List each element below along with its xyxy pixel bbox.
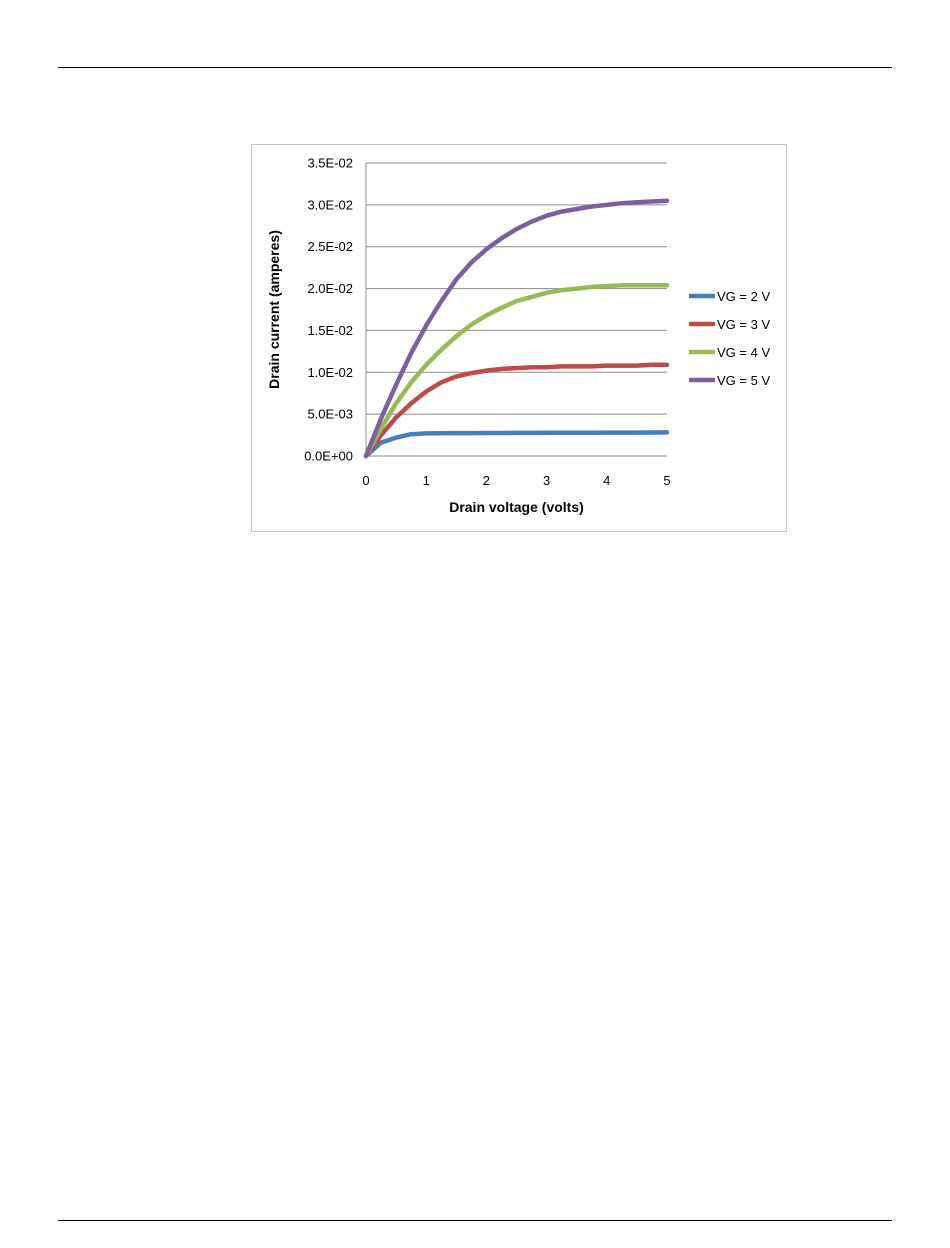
y-tick-label: 2.0E-02 — [307, 281, 353, 296]
legend-label: VG = 2 V — [717, 289, 770, 304]
header-rule — [58, 67, 892, 68]
series-line — [363, 282, 670, 459]
series-line — [363, 362, 670, 459]
y-axis-title: Drain current (amperes) — [266, 230, 282, 389]
x-tick-label: 1 — [423, 473, 430, 488]
legend: VG = 2 V VG = 3 V VG = 4 V VG = 5 V — [689, 289, 770, 388]
x-axis-title: Drain voltage (volts) — [449, 499, 584, 515]
legend-label: VG = 4 V — [717, 345, 770, 360]
grid-lines — [365, 162, 667, 457]
series-line — [363, 198, 670, 459]
x-tick-label: 3 — [543, 473, 550, 488]
y-tick-label: 1.5E-02 — [307, 323, 353, 338]
y-tick-label: 0.0E+00 — [304, 449, 353, 464]
x-tick-label: 0 — [362, 473, 369, 488]
x-tick-label: 2 — [483, 473, 490, 488]
chart-container: 0.0E+00 5.0E-03 1.0E-02 1.5E-02 2.0E-02 2.5E-… — [251, 144, 787, 532]
series-line — [363, 430, 670, 459]
legend-label: VG = 5 V — [717, 373, 770, 388]
x-tick-label: 4 — [603, 473, 610, 488]
drain-characteristics-chart: 0.0E+00 5.0E-03 1.0E-02 1.5E-02 2.0E-02 2.5E-… — [266, 156, 770, 516]
series-lines — [363, 198, 670, 459]
y-tick-label: 1.0E-02 — [307, 365, 353, 380]
legend-label: VG = 3 V — [717, 317, 770, 332]
y-tick-label: 2.5E-02 — [307, 239, 353, 254]
y-tick-label: 3.0E-02 — [307, 197, 353, 212]
footer-rule — [58, 1220, 892, 1221]
x-tick-label: 5 — [663, 473, 670, 488]
x-tick-labels: 0 1 2 3 4 5 — [362, 473, 670, 488]
y-tick-label: 3.5E-02 — [307, 156, 353, 171]
y-tick-label: 5.0E-03 — [307, 407, 353, 422]
y-tick-labels: 0.0E+00 5.0E-03 1.0E-02 1.5E-02 2.0E-02 2.5E-… — [304, 156, 353, 464]
